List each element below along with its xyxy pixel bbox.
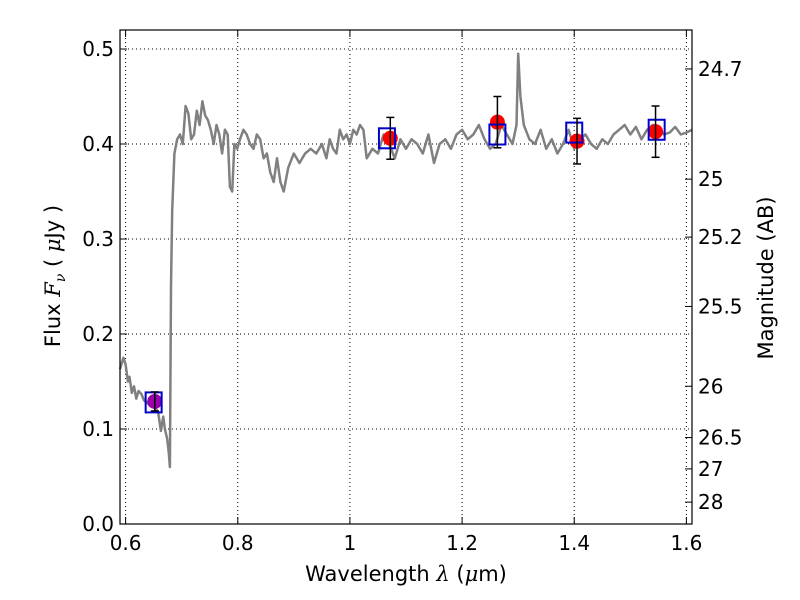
model-point bbox=[647, 118, 666, 141]
x-tick-label: 1.4 bbox=[558, 531, 590, 555]
x-axis-label: Wavelength λ (μm) bbox=[305, 562, 507, 586]
plot-frame bbox=[119, 29, 693, 525]
right-tick-label: 28 bbox=[698, 490, 723, 514]
x-tick-label: 1.6 bbox=[670, 531, 702, 555]
right-tick-label: 27 bbox=[698, 457, 723, 481]
y-tick-label: 0.2 bbox=[82, 322, 114, 346]
x-tick-label: 1 bbox=[344, 531, 357, 555]
model-point bbox=[377, 127, 396, 150]
x-tick-label: 1.2 bbox=[446, 531, 478, 555]
right-tick-label: 25 bbox=[698, 167, 723, 191]
y-axis-label: Flux Fν ( μJy ) bbox=[41, 205, 69, 347]
x-tick-label: 0.8 bbox=[222, 531, 254, 555]
right-tick-label: 24.7 bbox=[698, 57, 743, 81]
y-tick-label: 0.0 bbox=[82, 512, 114, 536]
y-tick-label: 0.1 bbox=[82, 417, 114, 441]
axis-ticks: 0.6 0.8 1 1.2 1.4 1.6 0.0 0.1 0.2 0.3 0.4 0.5 24.7 25… bbox=[82, 30, 743, 555]
right-tick-label: 25.2 bbox=[698, 225, 743, 249]
right-axis-label: Magnitude (AB) bbox=[754, 196, 778, 359]
y-tick-label: 0.5 bbox=[82, 37, 114, 61]
spectrum-line bbox=[118, 52, 693, 469]
right-tick-label: 26 bbox=[698, 374, 723, 398]
grid bbox=[120, 30, 692, 525]
y-tick-label: 0.3 bbox=[82, 227, 114, 251]
right-tick-label: 26.5 bbox=[698, 426, 743, 450]
y-tick-label: 0.4 bbox=[82, 132, 114, 156]
photometry-layer bbox=[144, 95, 666, 414]
x-tick-label: 0.6 bbox=[110, 531, 142, 555]
spectrum-layer bbox=[118, 52, 693, 469]
model-point bbox=[565, 121, 584, 144]
right-tick-label: 25.5 bbox=[698, 294, 743, 318]
